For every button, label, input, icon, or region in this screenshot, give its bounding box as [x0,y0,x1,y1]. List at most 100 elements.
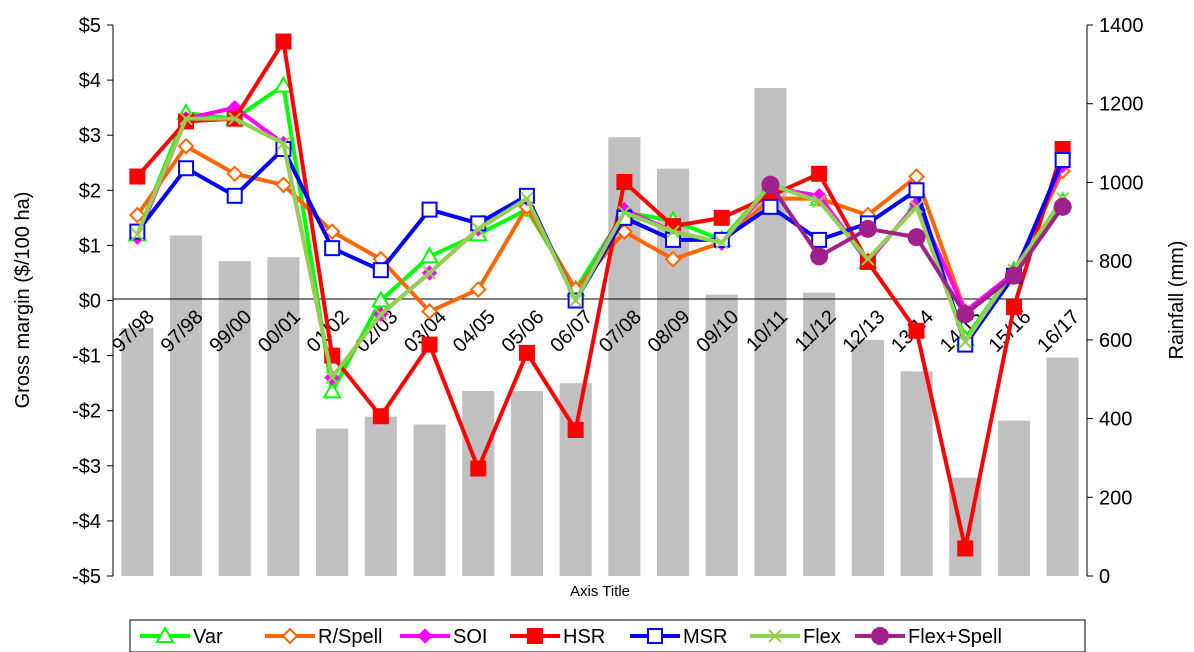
y-tick-label: $5 [79,15,101,37]
data-point-msr [811,231,828,248]
legend-label-flex-spell: Flex+Spell [908,626,1002,648]
legend-marker-hsr [527,628,543,644]
x-axis-title: Axis Title [570,583,630,600]
data-point-flex-spell [956,305,975,324]
series-line-flex [135,116,1065,380]
rainfall-bar [462,391,495,576]
y-tick-label: -$4 [72,511,101,533]
data-point-flex [228,111,242,126]
data-point-flex [374,307,388,321]
data-point-flex [812,194,826,209]
data-point-flex-spell [907,228,926,247]
data-point-r-spell [421,303,438,320]
data-point-r-spell [323,223,341,241]
data-point-flex-spell [1053,197,1072,216]
legend-marker-msr [647,628,663,644]
data-point-hsr [713,209,730,226]
data-point-hsr [859,253,876,270]
data-point-var [322,381,342,399]
y-tick-label: $2 [79,180,101,202]
data-point-flex [325,370,339,385]
data-point-flex [130,227,145,242]
data-point-var [273,75,294,93]
data-point-msr [178,160,195,177]
rainfall-bar [364,416,397,576]
rainfall-bar [754,87,787,576]
legend-label-msr: MSR [683,626,727,648]
series-flex [130,111,1070,385]
data-point-flex [909,200,924,214]
data-point-msr [421,201,438,218]
legend-marker-r-spell [281,627,299,645]
rainfall-bar [121,328,154,576]
data-point-msr [908,182,925,199]
data-point-flex [276,136,291,151]
y-tick-label: $4 [79,70,101,92]
legend-marker-flex [768,629,782,643]
data-point-hsr [957,540,974,557]
legend-label-var: Var [193,626,223,648]
data-point-flex [422,266,437,280]
data-point-hsr [811,165,828,182]
data-point-r-spell [128,206,146,224]
y2-tick-label: 0 [1099,566,1110,588]
y-tick-label: $1 [79,235,101,257]
data-point-hsr [616,174,633,191]
x-tick-label: 16/17 [1033,306,1084,357]
y2-tick-label: 1000 [1099,172,1144,194]
data-point-hsr [1005,299,1022,316]
data-point-hsr [518,344,535,361]
data-point-flex [715,235,729,250]
legend-label-flex: Flex [803,626,841,648]
data-point-flex [958,335,972,349]
legend-item-r-spell: R/Spell [265,626,382,648]
data-point-flex [861,252,875,266]
data-point-msr [324,240,341,257]
legend-item-flex-spell: Flex+Spell [855,626,1002,648]
series-lines [127,33,1073,557]
rainfall-bars [121,87,1079,577]
legend-label-r-spell: R/Spell [318,626,382,648]
y2-axis-title: Rainfall (mm) [1166,241,1188,360]
data-point-flex [520,191,534,206]
data-point-flex-spell [810,247,829,266]
data-point-r-spell [469,281,487,298]
y-tick-label: -$5 [72,566,101,588]
data-point-var [419,246,440,264]
data-point-hsr [275,33,292,50]
y2-tick-label: 600 [1099,330,1132,352]
legend-marker-soi [417,628,433,644]
rainfall-bar [997,420,1031,576]
data-point-hsr [421,336,438,353]
right-ticks: 1400 1200 1000 800 600 400 200 0 [1087,15,1144,588]
data-point-flex-spell [858,219,877,238]
legend-item-flex: Flex [750,626,841,648]
data-point-flex [617,205,632,220]
rainfall-bar [218,261,251,576]
data-point-r-spell [664,250,682,268]
rainfall-bar [267,257,300,576]
rainfall-bar [1046,357,1079,576]
rainfall-bar [316,428,349,576]
legend-label-soi: SOI [453,626,487,648]
legend: Var R/Spell SOI HSR MSR Flex Flex+Spell [129,619,1086,652]
data-point-msr [226,187,243,204]
data-point-r-spell [177,137,195,155]
data-point-flex-spell [1004,266,1023,285]
data-point-r-spell [226,165,244,183]
rainfall-bar [413,424,446,576]
y-tick-label: $0 [79,291,101,313]
rainfall-bar [705,294,738,576]
y2-tick-label: 1200 [1099,94,1144,116]
data-point-flex [666,224,680,239]
legend-marker-flex-spell [871,627,889,645]
rainfall-bar [169,235,203,576]
data-point-msr [665,231,682,248]
rainfall-bar [803,292,836,576]
rainfall-bar [851,339,884,576]
legend-item-hsr: HSR [510,626,605,648]
data-point-r-spell [275,176,292,194]
y-tick-label: -$1 [72,346,101,368]
series-flex-spell [761,175,1072,324]
